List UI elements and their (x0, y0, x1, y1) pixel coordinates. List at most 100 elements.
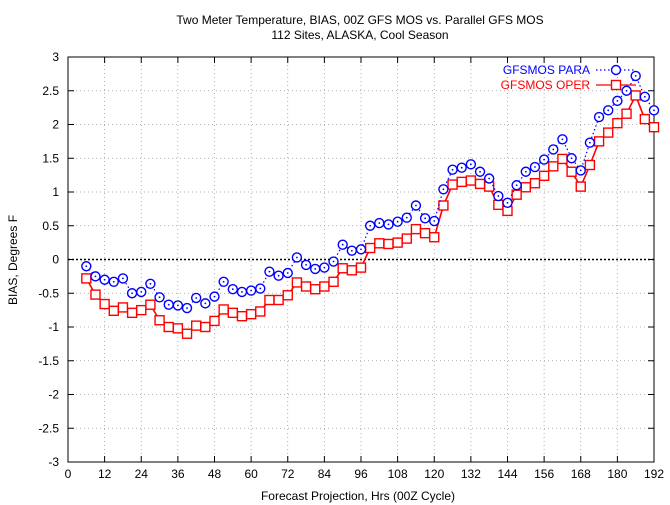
data-point (218, 304, 229, 315)
data-point (584, 159, 596, 171)
data-point-center (241, 291, 243, 293)
x-tick-label: 192 (644, 467, 664, 481)
data-point-center (186, 307, 188, 309)
x-tick-label: 84 (318, 467, 332, 481)
y-tick-label: -0.5 (38, 286, 59, 300)
data-point-center (332, 260, 335, 263)
data-point-center (103, 278, 106, 281)
data-point (374, 238, 385, 249)
data-point-center (378, 222, 381, 224)
data-point-center (387, 223, 390, 226)
y-tick-label: -1.5 (38, 354, 59, 368)
data-point (612, 117, 623, 129)
data-point-center (634, 75, 637, 77)
data-point (529, 178, 541, 189)
chart-title: Two Meter Temperature, BIAS, 00Z GFS MOS… (176, 13, 543, 27)
data-point-center (268, 270, 271, 273)
data-point (548, 161, 559, 172)
data-point-center (451, 168, 454, 171)
data-point-center (131, 292, 133, 295)
data-point (364, 242, 376, 254)
legend-marker (610, 64, 622, 76)
data-point-center (506, 201, 509, 204)
data-point (538, 170, 550, 182)
data-point-center (589, 141, 591, 144)
data-point-center (140, 291, 143, 293)
data-point-center (213, 295, 216, 298)
data-point-center (94, 275, 97, 278)
data-point-center (534, 166, 536, 168)
y-tick-label: 1 (52, 185, 59, 199)
data-point (90, 289, 101, 300)
legend-label: GFSMOS PARA (503, 63, 590, 77)
data-point (493, 199, 504, 211)
data-point (209, 315, 220, 327)
data-point-center (167, 303, 170, 306)
data-point-center (497, 195, 500, 197)
data-point-center (231, 288, 234, 291)
data-point-center (524, 170, 527, 173)
data-point-center (122, 277, 124, 280)
data-point (593, 136, 605, 147)
x-tick-label: 36 (171, 467, 185, 481)
axes: 0 12 24 36 48 60 72 84 96 108 120 132 144 156 168 180 19… (38, 50, 664, 481)
y-tick-label: 2.5 (42, 84, 59, 98)
y-tick-label: 3 (52, 50, 59, 64)
data-point-center (369, 224, 372, 227)
data-point-center (296, 256, 298, 259)
series-gfsmos-para (81, 70, 660, 314)
data-point (465, 175, 477, 186)
data-point (99, 298, 110, 310)
x-tick-label: 12 (98, 467, 112, 481)
data-point-center (176, 304, 179, 307)
data-point (429, 232, 440, 243)
data-point-center (415, 204, 417, 207)
data-point-center (405, 216, 408, 219)
x-tick-label: 144 (497, 467, 517, 481)
data-point-center (488, 177, 491, 180)
data-point (190, 320, 202, 331)
data-point (639, 113, 651, 125)
data-point (621, 108, 632, 119)
data-point (227, 307, 239, 319)
data-point-center (204, 302, 207, 305)
data-point-center (442, 188, 445, 191)
data-point-center (195, 297, 198, 299)
data-point (273, 294, 284, 306)
data-point (300, 281, 312, 292)
data-point (630, 90, 641, 101)
data-point-center (396, 220, 399, 223)
y-tick-label: 1.5 (42, 151, 59, 165)
data-point (557, 153, 568, 165)
x-tick-label: 180 (607, 467, 627, 481)
y-tick-label: 0 (52, 253, 59, 267)
data-point (566, 166, 577, 177)
data-point (81, 273, 92, 284)
data-point (236, 311, 248, 322)
data-point (603, 127, 614, 138)
data-point (108, 305, 119, 316)
y-tick-label: 2 (52, 118, 59, 132)
data-point-center (643, 95, 646, 98)
x-tick-label: 132 (461, 467, 481, 481)
data-point (319, 281, 330, 292)
data-point-center (341, 243, 344, 246)
x-axis-label: Forecast Projection, Hrs (00Z Cycle) (261, 489, 455, 503)
data-point (163, 321, 174, 333)
data-point (410, 223, 422, 235)
data-point-center (625, 89, 628, 92)
data-point (291, 277, 303, 288)
data-point (355, 262, 367, 273)
series-line (85, 93, 655, 335)
y-axis-label: BIAS, Degrees F (6, 215, 20, 305)
data-point (136, 304, 147, 316)
data-point-center (616, 99, 619, 102)
series-gfsmos-oper (81, 90, 660, 339)
data-point-center (158, 296, 161, 299)
data-point-center (222, 280, 225, 283)
data-point (245, 308, 257, 320)
data-point-center (314, 268, 317, 270)
y-tick-label: -2 (48, 388, 59, 402)
data-point (447, 179, 458, 190)
